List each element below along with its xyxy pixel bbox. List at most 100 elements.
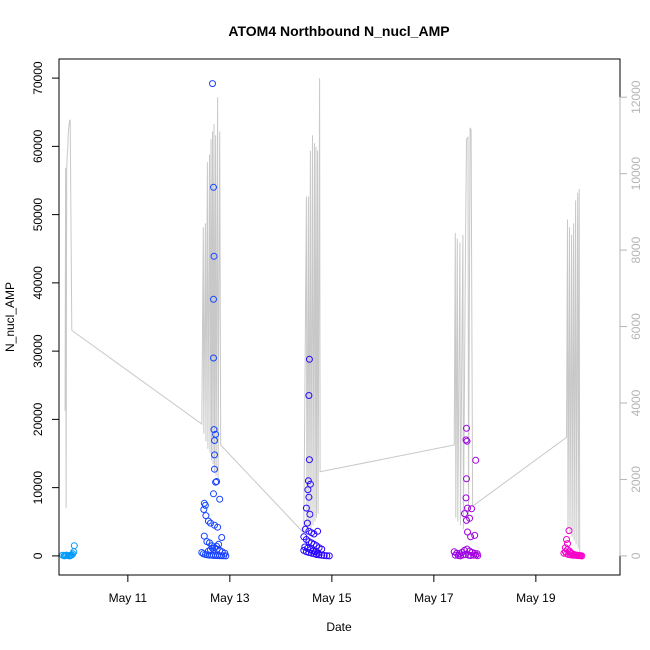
y-tick-label: 30000 [31,334,45,368]
data-point [303,519,311,527]
data-point [301,525,309,533]
data-point [560,549,568,557]
data-point [200,532,208,540]
y2-tick-label: 8000 [629,236,643,263]
data-point [220,552,228,560]
data-point [209,80,216,88]
data-point [306,510,314,518]
data-point [207,546,214,554]
data-point [561,548,569,556]
data-point [451,551,459,559]
data-point [320,552,328,559]
data-point [563,536,570,543]
x-tick-label: May 17 [414,591,454,605]
y2-tick-label: 2000 [629,466,643,493]
data-point [213,542,221,550]
y2-axis: 0 2000 4000 6000 8000 10000 12000 [619,80,643,559]
x-axis: May 11 May 13 May 15 May 17 May 19 [109,574,556,605]
data-point [213,478,221,485]
y-tick-label: 70000 [31,61,45,95]
data-point [218,534,226,541]
data-point [210,183,217,191]
data-point [576,552,584,559]
y2-tick-label: 6000 [629,313,643,340]
data-point [202,512,210,520]
y-tick-label: 0 [31,552,45,559]
data-point [323,552,331,560]
data-point [305,493,313,501]
x-tick-label: May 11 [109,591,148,605]
series-line [64,78,581,553]
data-point [210,490,217,498]
x-tick-label: May 19 [516,591,556,605]
data-point [222,552,230,560]
data-point [304,486,312,494]
y-axis-label: N_nucl_AMP [3,282,17,352]
points-layer [59,80,586,560]
data-point [61,552,69,560]
y-axis: 0 10000 20000 30000 40000 50000 60000 70000 [31,61,60,559]
data-point [314,527,322,535]
data-point [467,552,475,559]
data-point [467,533,475,541]
data-point [207,519,214,527]
data-point [325,552,333,560]
data-point [201,501,209,509]
data-point [456,552,464,560]
line-layer [64,78,581,553]
data-point [462,436,470,444]
data-point [464,528,471,536]
data-point [305,392,313,399]
y-tick-label: 10000 [31,471,45,505]
data-point [70,542,78,550]
data-point [211,465,218,473]
data-point [210,252,218,260]
data-point [305,355,313,363]
data-point [204,517,212,525]
data-point [305,456,313,464]
y-tick-label: 40000 [31,266,45,300]
data-point [214,523,222,531]
data-point [211,451,218,459]
x-axis-label: Date [326,620,352,634]
y-tick-label: 20000 [31,402,45,436]
data-point [218,552,226,560]
y2-tick-label: 0 [629,552,643,559]
data-point [474,552,482,560]
data-point [471,531,479,539]
y-tick-label: 50000 [31,198,45,232]
data-point [468,505,476,513]
data-point [461,510,468,518]
data-point [198,549,206,556]
data-point [216,495,224,503]
data-point [212,478,220,486]
data-point [200,506,208,513]
data-point [304,477,312,485]
data-point [565,527,573,535]
data-point [472,456,480,464]
data-point [210,354,217,362]
data-point [211,437,218,444]
y2-tick-label: 10000 [629,157,643,191]
data-point [209,544,216,552]
data-point [318,551,326,559]
data-point [462,551,469,558]
y-tick-label: 60000 [31,129,45,163]
data-point [210,426,218,434]
y2-tick-label: 4000 [629,389,643,416]
data-point [462,494,470,502]
data-point [306,480,314,488]
y2-tick-label: 12000 [629,80,643,114]
chart-title: ATOM4 Northbound N_nucl_AMP [228,23,449,39]
data-point [314,549,322,557]
plot-frame [58,58,621,576]
x-tick-label: May 15 [312,591,352,605]
data-point [215,540,223,548]
data-point [464,504,471,512]
data-point [463,475,470,483]
data-point [463,424,470,432]
data-point [463,516,470,524]
data-point [210,295,217,303]
data-point [463,437,471,445]
